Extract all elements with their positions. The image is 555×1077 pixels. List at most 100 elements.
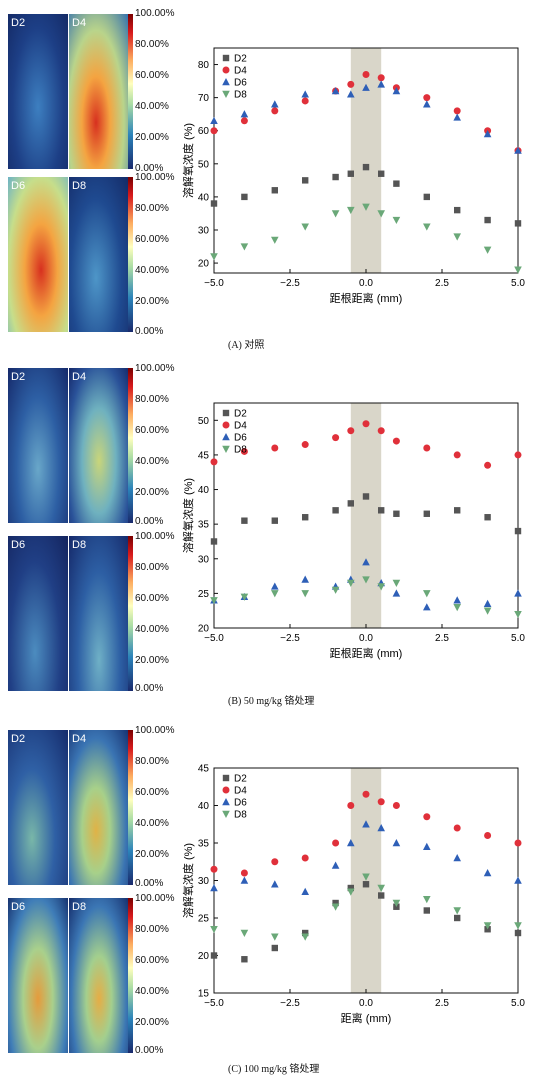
legend-label-d6: D6 — [234, 78, 247, 89]
legend-marker-d8 — [222, 810, 230, 818]
data-point-d4 — [453, 824, 461, 832]
data-point-d6 — [331, 87, 340, 95]
data-point-d8 — [453, 604, 461, 612]
data-point-d6 — [240, 110, 249, 118]
caption-a: (A) 对照 — [228, 340, 265, 351]
data-point-d8 — [377, 583, 385, 591]
data-point-d2 — [271, 187, 278, 194]
caption-b: (B) 50 mg/kg 铬处理 — [228, 696, 315, 707]
data-point-d6 — [301, 887, 309, 895]
data-point-d2 — [514, 220, 522, 227]
data-point-d2 — [454, 206, 461, 214]
data-point-d2 — [484, 514, 491, 521]
data-point-d6 — [392, 839, 401, 847]
x-tick-label: −2.5 — [280, 998, 300, 1009]
data-point-d2 — [378, 507, 385, 514]
data-point-d4 — [210, 865, 218, 873]
colorbar-tick: 80.00% — [135, 562, 169, 573]
legend-marker-d2 — [222, 409, 230, 417]
data-point-d6 — [483, 130, 492, 138]
data-point-d8 — [240, 929, 249, 937]
legend-marker-d8 — [222, 445, 230, 453]
x-tick-label: 5.0 — [511, 278, 525, 289]
map-label: D6 — [11, 539, 26, 551]
map-d6: D6 — [8, 177, 68, 332]
data-point-d8 — [514, 610, 522, 619]
colorbar-tick: 100.00% — [135, 8, 175, 19]
map-d8: D8 — [69, 898, 129, 1053]
chart-a: −5.0 −2.5 0.0 2.5 5.0 20 30 40 50 60 70 80 距根距离 (mm)… — [181, 47, 525, 305]
map-d8: D8 — [69, 177, 129, 332]
data-point-d2 — [423, 193, 430, 201]
colorbar-tick: 40.00% — [135, 101, 169, 112]
data-point-d8 — [423, 896, 431, 904]
data-point-d6 — [210, 116, 218, 124]
x-tick-label: −5.0 — [204, 278, 224, 289]
legend-label-d2: D2 — [234, 774, 247, 785]
data-point-d6 — [514, 876, 522, 884]
data-point-d4 — [514, 839, 522, 847]
data-point-d6 — [377, 80, 385, 88]
data-point-d8 — [392, 216, 401, 225]
colorbar-tick: 40.00% — [135, 818, 169, 829]
data-point-d2 — [347, 884, 354, 892]
x-tick-label: 0.0 — [359, 633, 373, 644]
colorbar-tick: 100.00% — [135, 363, 175, 374]
legend-marker-d6 — [222, 798, 230, 806]
data-point-d4 — [453, 451, 461, 459]
y-tick-label: 35 — [198, 839, 210, 850]
y-tick-label: 30 — [198, 554, 210, 565]
colorbar-tick: 80.00% — [135, 203, 169, 214]
data-point-d8 — [423, 223, 431, 231]
colorbar — [128, 177, 133, 332]
y-tick-label: 20 — [198, 624, 210, 635]
data-point-d8 — [331, 586, 340, 594]
data-point-d2 — [332, 899, 339, 907]
x-tick-label: 0.0 — [359, 278, 373, 289]
data-point-d4 — [423, 94, 431, 102]
legend-marker-d4 — [222, 66, 230, 74]
y-tick-label: 50 — [198, 416, 210, 427]
map-label: D6 — [11, 180, 26, 192]
x-tick-label: 5.0 — [511, 633, 525, 644]
data-point-d2 — [241, 956, 248, 963]
x-tick-label: 2.5 — [435, 633, 449, 644]
data-point-d2 — [347, 500, 354, 507]
data-point-d2 — [241, 517, 248, 524]
data-point-d4 — [240, 447, 248, 455]
data-point-d8 — [347, 206, 355, 215]
data-point-d4 — [377, 798, 385, 806]
colorbar — [128, 898, 133, 1053]
colorbar-tick: 40.00% — [135, 265, 169, 276]
x-axis-label: 距根距离 (mm) — [330, 646, 403, 660]
colorbar-tick: 0.00% — [135, 1045, 164, 1056]
highlight-band — [350, 48, 382, 273]
colorbar-tick: 0.00% — [135, 516, 164, 527]
data-point-d2 — [241, 193, 248, 201]
data-point-d4 — [377, 74, 385, 82]
data-point-d4 — [301, 854, 309, 862]
colorbar-tick: 0.00% — [135, 326, 164, 337]
map-label: D4 — [72, 17, 87, 29]
y-tick-label: 40 — [198, 192, 210, 203]
chart-c: −5.0 −2.5 0.0 2.5 5.0 15 20 25 30 35 40 45 距离 (mm) 溶解… — [181, 764, 525, 1026]
data-point-d8 — [271, 933, 279, 941]
data-point-d6 — [423, 842, 431, 850]
colorbar — [128, 730, 133, 885]
data-point-d8 — [301, 223, 309, 231]
data-point-d8 — [301, 933, 309, 941]
data-point-d6 — [240, 876, 249, 884]
data-point-d2 — [454, 914, 461, 922]
y-tick-label: 30 — [198, 876, 210, 887]
legend-label-d8: D8 — [234, 445, 247, 456]
data-point-d8 — [362, 873, 370, 881]
y-axis-label: 溶解氧浓度 (%) — [181, 478, 195, 553]
colorbar-tick: 20.00% — [135, 296, 169, 307]
data-point-d4 — [484, 461, 492, 469]
colorbar — [128, 14, 133, 169]
data-point-d8 — [483, 922, 492, 930]
map-label: D8 — [72, 539, 87, 551]
colorbar-tick: 0.00% — [135, 163, 164, 174]
colorbar-tick: 80.00% — [135, 39, 169, 50]
data-point-d8 — [301, 590, 309, 598]
